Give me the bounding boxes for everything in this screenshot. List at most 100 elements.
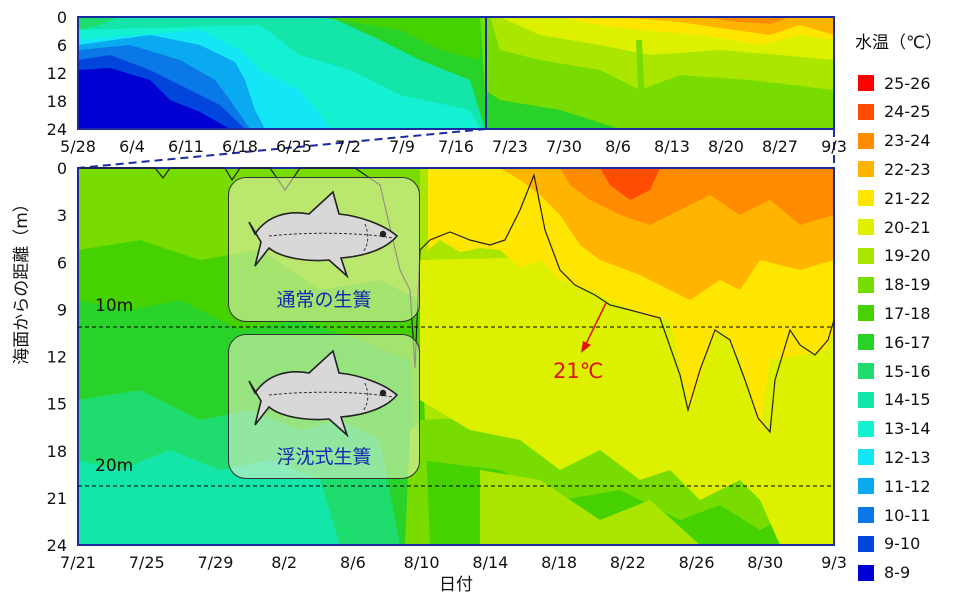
legend-item: 21-22 — [858, 187, 931, 209]
legend-item: 16-17 — [858, 331, 931, 353]
main-y-tick-label: 18 — [47, 442, 67, 461]
legend-swatch — [858, 75, 874, 91]
top-x-tick-label: 6/18 — [222, 137, 258, 156]
top-x-tick-label: 8/27 — [762, 137, 798, 156]
legend-swatch — [858, 276, 874, 293]
isotherm-arrowhead — [581, 341, 591, 353]
legend-item: 20-21 — [858, 216, 931, 238]
main-x-ticks: 7/21 7/25 7/29 8/2 8/6 8/10 8/14 8/18 8/22 8/26 8/… — [60, 553, 847, 572]
main-y-tick-label: 0 — [57, 159, 67, 178]
zoom-connector-left — [77, 128, 487, 169]
main-y-tick-label: 9 — [57, 300, 67, 319]
legend-item: 14-15 — [858, 389, 931, 411]
top-x-tick-label: 8/6 — [605, 137, 631, 156]
legend-label: 12-13 — [884, 447, 931, 467]
legend-item: 11-12 — [858, 475, 931, 497]
main-y-ticks: 0 3 6 9 12 15 18 21 24 — [47, 159, 67, 555]
top-y-ticks: 0 6 12 18 24 — [47, 8, 67, 139]
main-x-tick-label: 7/21 — [60, 553, 96, 572]
y-axis-title: 海面からの距離（m） — [12, 195, 32, 365]
legend-swatch — [858, 334, 874, 351]
top-y-tick-label: 18 — [47, 92, 67, 111]
zoom-region-frame — [485, 16, 835, 130]
legend-label: 25-26 — [884, 73, 931, 93]
legend-label: 14-15 — [884, 390, 931, 410]
legend-swatch — [858, 161, 874, 178]
main-y-tick-label: 3 — [57, 206, 67, 225]
main-y-tick-label: 24 — [47, 536, 67, 555]
main-x-tick-label: 8/10 — [404, 553, 440, 572]
depth-20m-label: 20m — [95, 456, 133, 476]
legend-label: 18-19 — [884, 275, 931, 295]
legend-item: 8-9 — [858, 562, 910, 584]
legend-label: 11-12 — [884, 476, 931, 496]
top-x-tick-label: 7/16 — [438, 137, 474, 156]
legend-swatch — [858, 391, 874, 408]
legend-item: 13-14 — [858, 418, 931, 440]
legend-label: 24-25 — [884, 102, 931, 122]
legend-item: 10-11 — [858, 504, 931, 526]
main-x-tick-label: 8/6 — [340, 553, 366, 572]
legend-item: 12-13 — [858, 446, 931, 468]
main-x-tick-label: 8/30 — [747, 553, 783, 572]
top-y-tick-label: 0 — [57, 8, 67, 27]
legend-label: 8-9 — [884, 563, 911, 583]
legend-label: 23-24 — [884, 131, 931, 151]
top-y-tick-label: 6 — [57, 36, 67, 55]
x-axis-title: 日付 — [439, 575, 473, 595]
cage-normal-box: 通常の生簀 — [228, 177, 420, 322]
fish-icon — [248, 349, 399, 438]
main-x-tick-label: 7/29 — [197, 553, 233, 572]
top-heatmap — [78, 17, 834, 129]
legend-label: 21-22 — [884, 188, 931, 208]
main-x-tick-label: 8/2 — [271, 553, 297, 572]
top-x-ticks: 5/28 6/4 6/11 6/18 6/25 7/2 7/9 7/16 7/23 7/30 8/6… — [60, 137, 847, 156]
legend-item: 18-19 — [858, 274, 931, 296]
main-x-tick-label: 8/22 — [610, 553, 646, 572]
fish-icon — [248, 190, 399, 279]
isotherm-21c-line — [80, 167, 835, 434]
legend-swatch — [858, 564, 874, 581]
legend-item: 17-18 — [858, 302, 931, 324]
legend-item: 15-16 — [858, 360, 931, 382]
top-y-tick-label: 12 — [47, 64, 67, 83]
main-y-tick-label: 21 — [47, 489, 67, 508]
main-x-tick-label: 8/18 — [541, 553, 577, 572]
legend-label: 22-23 — [884, 159, 931, 179]
top-x-tick-label: 6/4 — [119, 137, 145, 156]
legend-swatch — [858, 507, 874, 523]
top-x-tick-label: 8/13 — [654, 137, 690, 156]
legend-item: 23-24 — [858, 130, 931, 152]
legend-item: 22-23 — [858, 158, 931, 180]
legend-swatch — [858, 478, 874, 495]
legend-label: 20-21 — [884, 217, 931, 237]
top-x-tick-label: 6/25 — [276, 137, 312, 156]
main-x-tick-label: 9/3 — [821, 553, 847, 572]
main-y-tick-label: 15 — [47, 395, 67, 414]
legend-label: 10-11 — [884, 505, 931, 525]
legend-swatch — [858, 305, 874, 322]
top-x-tick-label: 7/9 — [389, 137, 415, 156]
top-x-tick-label: 6/11 — [168, 137, 204, 156]
legend-item: 25-26 — [858, 72, 931, 94]
legend-swatch — [858, 363, 874, 379]
legend-label: 15-16 — [884, 361, 931, 381]
main-x-tick-label: 7/25 — [129, 553, 165, 572]
top-x-tick-label: 5/28 — [60, 137, 96, 156]
legend-item: 24-25 — [858, 101, 931, 123]
top-x-tick-label: 7/30 — [546, 137, 582, 156]
legend-item: 19-20 — [858, 245, 931, 267]
legend-swatch — [858, 132, 874, 149]
top-x-tick-label: 7/2 — [335, 137, 361, 156]
top-x-tick-label: 8/20 — [708, 137, 744, 156]
legend-label: 9-10 — [884, 534, 921, 554]
isotherm-arrow — [584, 302, 607, 347]
main-y-tick-label: 12 — [47, 348, 67, 367]
legend-label: 13-14 — [884, 419, 931, 439]
legend-swatch — [858, 103, 874, 120]
legend-swatch — [858, 535, 874, 552]
top-x-tick-label: 9/3 — [821, 137, 847, 156]
legend-label: 17-18 — [884, 303, 931, 323]
legend-swatch — [858, 449, 874, 466]
main-x-tick-label: 8/26 — [679, 553, 715, 572]
